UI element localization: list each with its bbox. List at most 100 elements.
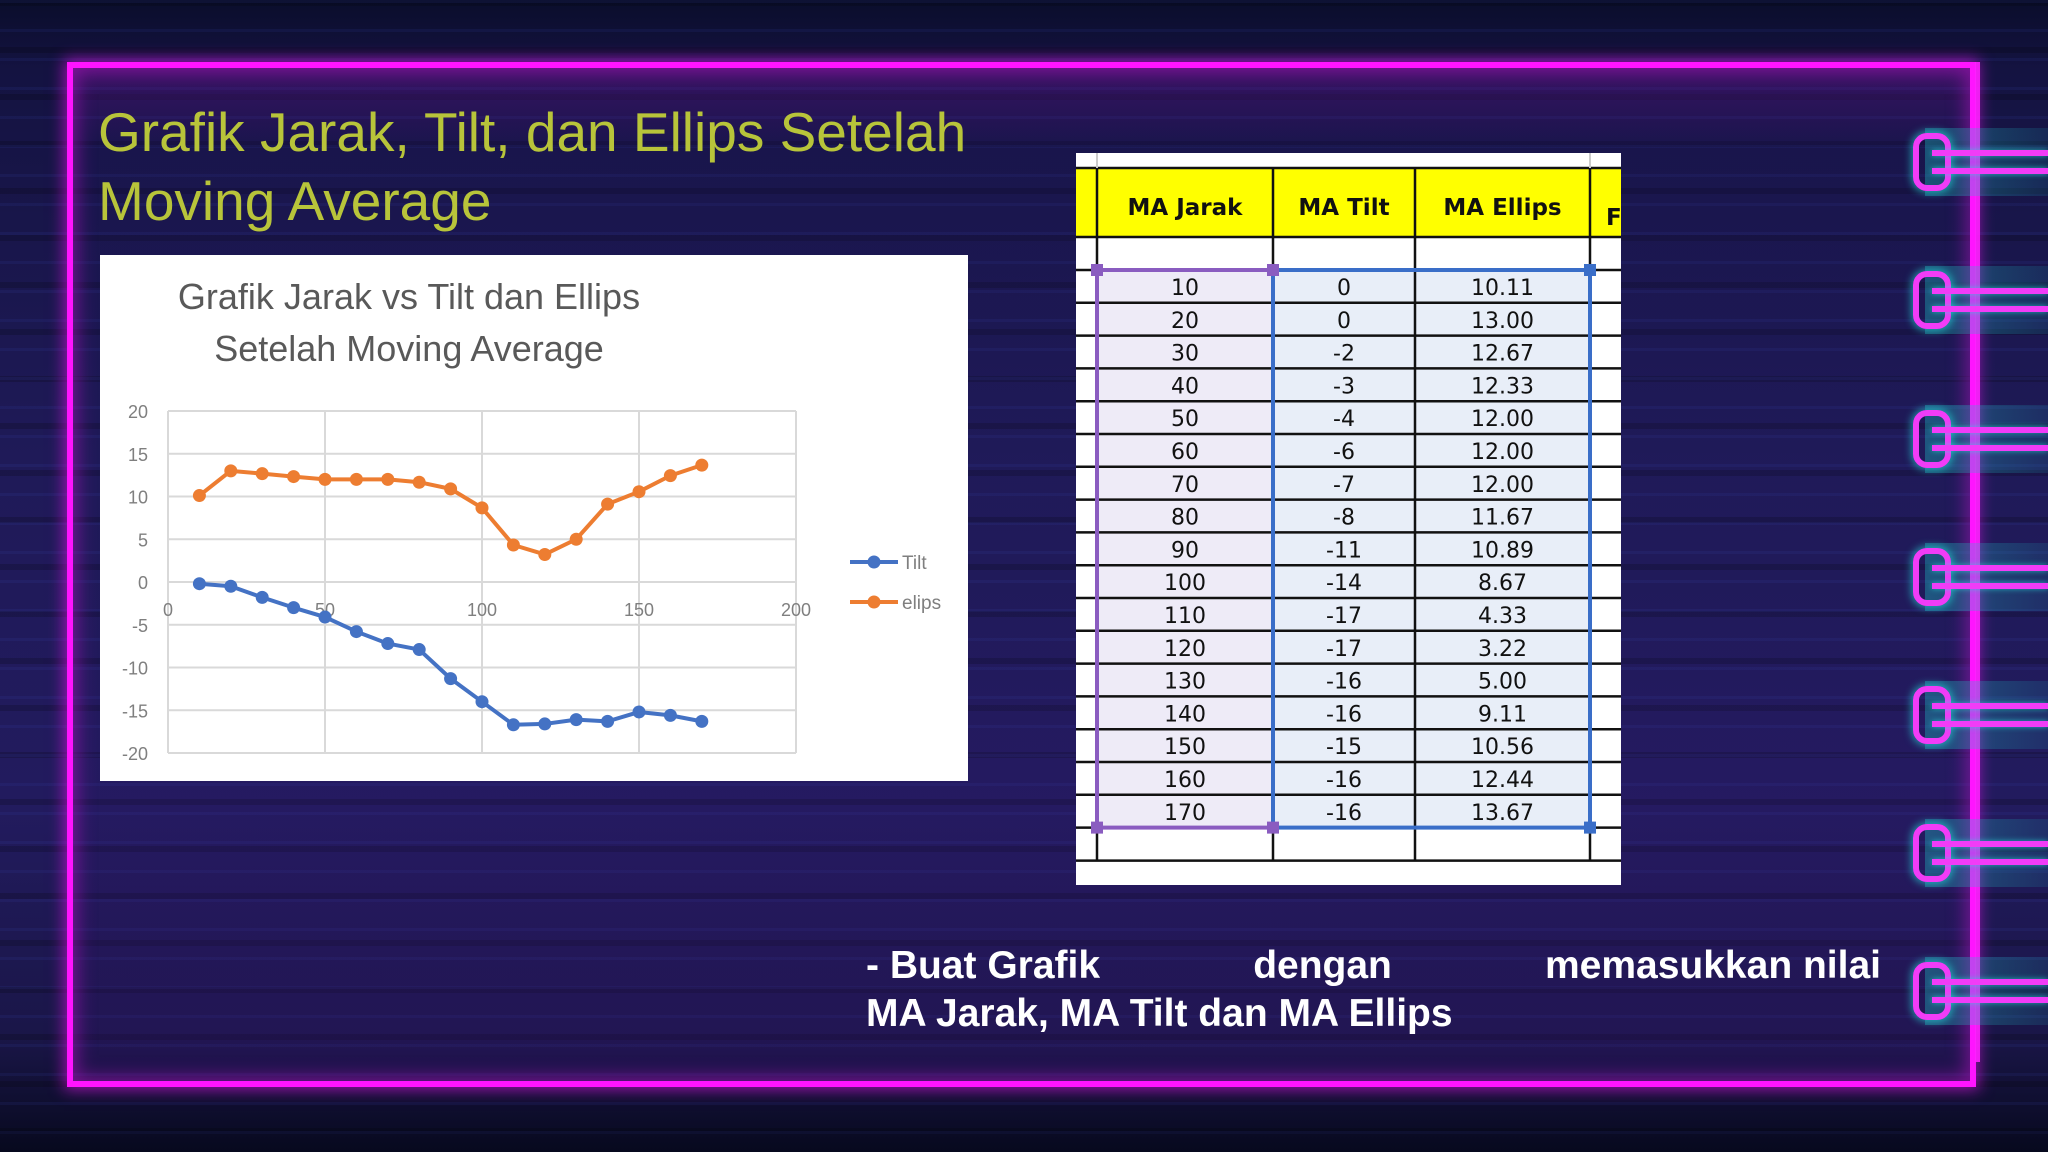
slide-title-line1: Grafik Jarak, Tilt, dan Ellips Setelah — [98, 101, 967, 163]
resize-handle — [1267, 821, 1279, 834]
data-point — [192, 489, 206, 503]
data-point — [506, 538, 520, 552]
binder-ring-line — [1932, 306, 2048, 312]
svg-text:Grafik Jarak vs Tilt dan Ellip: Grafik Jarak vs Tilt dan Ellips — [178, 276, 640, 317]
table-cell: 10.56 — [1471, 735, 1534, 760]
svg-text:Setelah Moving Average: Setelah Moving Average — [214, 328, 604, 369]
binder-ring-icon — [1913, 271, 1951, 329]
table-cell: 9.11 — [1478, 702, 1527, 727]
chart-title: Grafik Jarak vs Tilt dan Ellips Setelah M… — [178, 276, 640, 369]
table-cell: 13.67 — [1471, 801, 1534, 826]
column-header: MA Ellips — [1443, 195, 1561, 221]
table-row: 130 -16 5.00 — [1164, 670, 1527, 695]
column-header: MA Tilt — [1298, 195, 1389, 221]
table-row: 20 0 13.00 — [1171, 309, 1534, 334]
binder-ring-icon — [1913, 962, 1951, 1020]
table-cell: -3 — [1333, 374, 1355, 399]
legend-item-elips: elips — [850, 593, 941, 614]
table-cell: 160 — [1164, 768, 1206, 793]
data-point — [569, 713, 583, 727]
binder-ring-icon — [1913, 548, 1951, 606]
table-cell: -17 — [1326, 637, 1362, 662]
selection-jarak — [1097, 270, 1273, 828]
table-cell: -6 — [1333, 440, 1355, 465]
table-row: 70 -7 12.00 — [1171, 473, 1534, 498]
data-point — [349, 472, 363, 486]
data-point — [601, 714, 615, 728]
frame-right-line — [1975, 62, 1980, 1062]
table-cell: 12.44 — [1471, 768, 1534, 793]
data-point — [475, 695, 489, 709]
table-row: 170 -16 13.67 — [1164, 801, 1534, 826]
table-cell: -14 — [1326, 571, 1362, 596]
data-point — [255, 467, 269, 481]
binder-ring-line — [1932, 997, 2048, 1003]
y-tick-label: -15 — [122, 701, 148, 721]
data-point — [695, 458, 709, 472]
data-point — [632, 485, 646, 499]
table-row: 10 0 10.11 — [1171, 276, 1534, 301]
table-cell: -15 — [1326, 735, 1362, 760]
svg-text:Tilt: Tilt — [902, 553, 927, 574]
y-tick-label: 20 — [128, 402, 148, 422]
resize-handle — [1584, 821, 1596, 834]
data-point — [381, 637, 395, 651]
table-cell: 20 — [1171, 309, 1199, 334]
table-cell: 8.67 — [1478, 571, 1527, 596]
binder-ring-line — [1932, 288, 2048, 294]
table-cell: 60 — [1171, 440, 1199, 465]
data-point — [349, 625, 363, 639]
table-cell: 120 — [1164, 637, 1206, 662]
data-point — [287, 470, 301, 484]
chart-canvas: Grafik Jarak vs Tilt dan Ellips Setelah M… — [122, 276, 941, 764]
series-elips — [192, 458, 709, 561]
binder-ring-line — [1932, 445, 2048, 451]
x-tick-label: 100 — [467, 600, 497, 620]
data-point — [538, 717, 552, 731]
data-point — [569, 532, 583, 546]
table-cell: 10 — [1171, 276, 1199, 301]
data-point — [381, 472, 395, 486]
table-cell: -17 — [1326, 604, 1362, 629]
y-tick-label: -20 — [122, 744, 148, 764]
table-cell: 13.00 — [1471, 309, 1534, 334]
binder-ring-line — [1932, 859, 2048, 865]
table-cell: 140 — [1164, 702, 1206, 727]
table-cell: 12.00 — [1471, 440, 1534, 465]
binder-ring-line — [1932, 150, 2048, 156]
binder-ring-line — [1932, 841, 2048, 847]
table-cell: 10.11 — [1471, 276, 1534, 301]
binder-ring-line — [1932, 979, 2048, 985]
selection-handles[interactable] — [1091, 264, 1596, 834]
y-tick-label: 10 — [128, 488, 148, 508]
data-point — [663, 469, 677, 483]
table-row: 80 -8 11.67 — [1171, 506, 1534, 531]
data-point — [192, 577, 206, 591]
instruction-line2: MA Jarak, MA Tilt dan MA Ellips — [866, 992, 1453, 1035]
resize-handle — [1584, 264, 1596, 276]
selection-tilt-ellips — [1273, 270, 1590, 828]
table-cell: -16 — [1326, 670, 1362, 695]
table-cell: 10.89 — [1471, 538, 1534, 563]
table-cell: 100 — [1164, 571, 1206, 596]
table-cell: 12.67 — [1471, 342, 1534, 367]
binder-ring-line — [1932, 168, 2048, 174]
binder-ring-line — [1932, 721, 2048, 727]
data-point — [601, 497, 615, 511]
table-cell: -16 — [1326, 702, 1362, 727]
table-row: 30 -2 12.67 — [1171, 342, 1534, 367]
resize-handle — [1091, 264, 1103, 276]
data-point — [287, 601, 301, 615]
instruction-word: - Buat Grafik — [866, 944, 1101, 987]
table-row: 50 -4 12.00 — [1171, 407, 1534, 432]
table-cell: 170 — [1164, 801, 1206, 826]
instruction-line1: - Buat Grafik dengan memasukkan nilai — [866, 942, 1881, 990]
data-point — [318, 472, 332, 486]
instruction-text: - Buat Grafik dengan memasukkan nilai MA… — [866, 942, 1881, 1038]
resize-handle — [1091, 821, 1103, 834]
binder-ring-icon — [1913, 686, 1951, 744]
table-cell: 80 — [1171, 506, 1199, 531]
data-point — [224, 579, 238, 593]
table-cell: 11.67 — [1471, 506, 1534, 531]
